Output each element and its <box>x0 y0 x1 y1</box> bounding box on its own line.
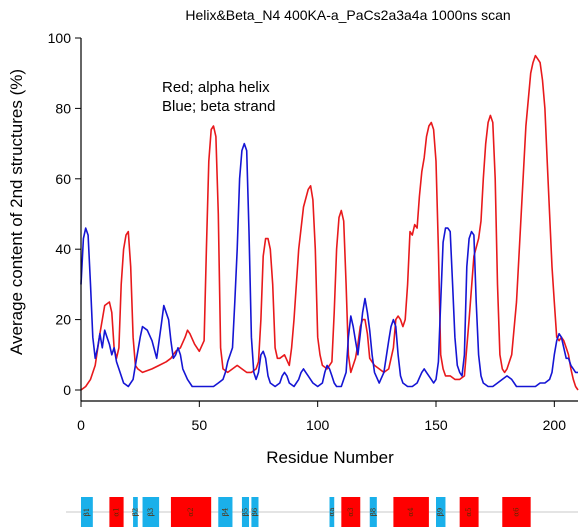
y-tick-label: 80 <box>55 100 71 116</box>
ss-segment-label: α4 <box>407 507 415 517</box>
x-tick-label: 200 <box>543 417 567 433</box>
ss-segment-helix <box>341 497 361 527</box>
ss-segment-strand <box>81 497 93 527</box>
ss-segment-label: β4 <box>221 507 229 516</box>
ss-segment-helix <box>502 497 531 527</box>
y-tick-label: 40 <box>55 241 71 257</box>
tick-group: 0 20 40 60 80 100 0 50 100 150 200 <box>48 30 567 433</box>
ss-segment-label: α6 <box>512 507 520 517</box>
ss-segment-label: β5 <box>241 508 249 517</box>
y-tick-label: 20 <box>55 312 71 328</box>
ss-segment-label: β2 <box>131 508 139 517</box>
ss-segment-strand <box>241 497 250 527</box>
ss-segment-strand <box>369 497 377 527</box>
ss-segment-strand <box>251 497 259 527</box>
beta-series-line <box>80 142 578 388</box>
ss-segment-label: α1 <box>113 507 121 516</box>
annotation-helix: Red; alpha helix <box>162 79 270 96</box>
ss-segment-label: αa <box>328 508 336 517</box>
y-tick-label: 0 <box>63 382 71 398</box>
ss-segment-strand <box>329 497 335 527</box>
secondary-structure-bar: β1 α1 β2 β3 α2 β4 β5 β6 αa α3 β8 α4 β9 α5 α6 <box>66 497 578 527</box>
series-group <box>80 54 579 391</box>
ss-segment-helix <box>393 497 429 527</box>
y-axis-label: Average content of 2nd structures (%) <box>7 69 26 355</box>
y-tick-label: 100 <box>48 30 72 46</box>
ss-segment-label: α5 <box>465 507 473 516</box>
x-tick-label: 150 <box>424 417 448 433</box>
y-tick-label: 60 <box>55 171 71 187</box>
ss-segment-label: α3 <box>347 507 355 516</box>
ss-segment-helix <box>109 497 124 527</box>
ss-segment-helix <box>170 497 212 527</box>
helix-series-line <box>80 54 579 391</box>
x-tick-label: 50 <box>192 417 208 433</box>
x-axis-label: Residue Number <box>266 448 394 467</box>
x-tick-label: 100 <box>306 417 330 433</box>
ss-segment-helix <box>459 497 479 527</box>
ss-segment-label: β8 <box>369 508 377 517</box>
ss-segment-strand <box>218 497 233 527</box>
ss-segment-label: β6 <box>251 507 259 516</box>
ss-segment-label: β9 <box>437 508 445 517</box>
annotation-beta: Blue; beta strand <box>162 98 275 115</box>
x-tick-label: 0 <box>77 417 85 433</box>
ss-segment-strand <box>142 497 160 527</box>
ss-segment-strand <box>436 497 446 527</box>
chart-title: Helix&Beta_N4 400KA-a_PaCs2a3a4a 1000ns … <box>185 7 510 23</box>
ss-segment-label: α2 <box>187 507 195 516</box>
ss-segment-label: β1 <box>83 508 91 517</box>
ss-segment-strand <box>133 497 138 527</box>
ss-segment-label: β3 <box>147 508 155 517</box>
